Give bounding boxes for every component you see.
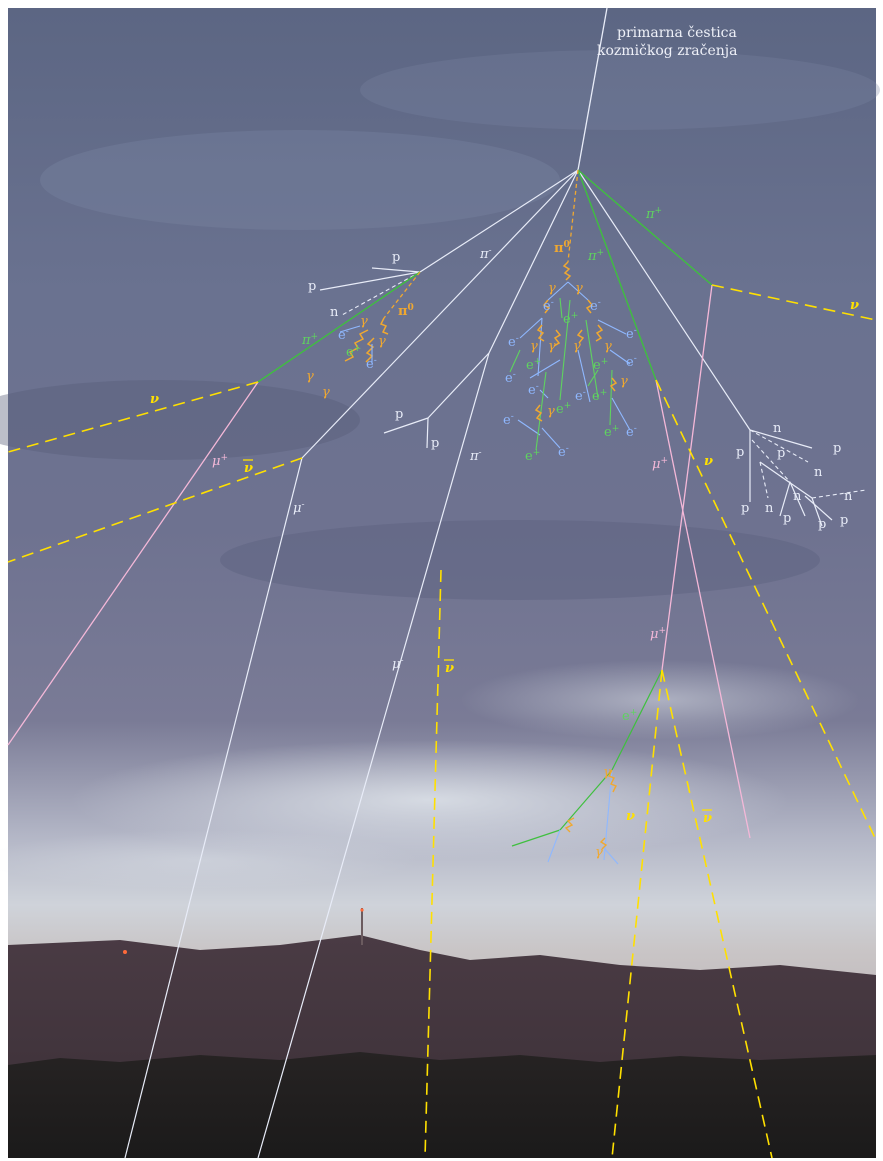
neutron-label: n — [773, 421, 782, 436]
electron-label: e- — [558, 444, 569, 460]
gamma-label: γ — [620, 374, 628, 389]
neutron-label: n — [844, 489, 853, 504]
gamma-label: γ — [548, 281, 556, 296]
positron-label: e+ — [563, 311, 578, 327]
proton-label: p — [840, 513, 848, 528]
pi-minus-label-2: π- — [469, 448, 482, 464]
pi-zero-label-1: π0 — [554, 240, 570, 256]
mu-plus-label-3: μ+ — [650, 626, 666, 642]
gamma-label: γ — [575, 281, 583, 296]
svg-text:ν: ν — [244, 461, 253, 476]
electron-label: e- — [366, 356, 377, 372]
primary-track — [577, 7, 608, 171]
gamma-label: γ — [604, 339, 612, 354]
gamma-label: γ — [548, 339, 556, 354]
positron-label: e+ — [622, 708, 637, 724]
pi-plus-label-1: π+ — [645, 206, 662, 222]
proton-label: p — [833, 441, 841, 456]
positron-label: e+ — [592, 388, 607, 404]
svg-text:ν: ν — [445, 661, 454, 676]
neutron-label: n — [765, 501, 774, 516]
mu-minus-label-2: μ- — [392, 656, 404, 672]
proton-label: p — [736, 445, 744, 460]
title-line-1: primarna čestica — [617, 25, 737, 41]
electron-label: e- — [626, 354, 637, 370]
pi-plus-label-3: π+ — [301, 332, 318, 348]
electron-label: e- — [528, 382, 539, 398]
positron-label: e+ — [593, 357, 608, 373]
gamma-label: γ — [530, 339, 538, 354]
proton-label: p — [395, 407, 403, 422]
electron-label: e- — [505, 370, 516, 386]
electron-label: e- — [590, 298, 601, 314]
mu-plus-label-1: μ+ — [212, 453, 228, 469]
pi-zero-label-2: π0 — [398, 303, 414, 319]
particle-labels: π- π- π+ π+ π+ π0 π0 μ+ μ+ μ+ μ- μ- ν ν … — [150, 206, 859, 860]
gamma-label: γ — [573, 339, 581, 354]
positron-label: e+ — [556, 401, 571, 417]
proton-label: p — [818, 517, 826, 532]
positron-label: e+ — [604, 424, 619, 440]
proton-label: p — [308, 279, 316, 294]
positron-label: e+ — [346, 344, 361, 360]
nu-label-3: ν — [704, 454, 713, 469]
gamma-label: γ — [603, 765, 611, 780]
mu-minus-label-1: μ- — [293, 500, 305, 516]
mu-plus-label-2: μ+ — [652, 456, 668, 472]
proton-label: p — [783, 511, 791, 526]
proton-label: p — [392, 250, 400, 265]
electron-label: e- — [626, 326, 637, 342]
nu-label-1: ν — [150, 392, 159, 407]
pi-plus-label-2: π+ — [587, 248, 604, 264]
gamma-label: γ — [360, 314, 368, 329]
electron-label: e- — [508, 334, 519, 350]
gamma-label: γ — [306, 369, 314, 384]
neutron-label: n — [793, 489, 802, 504]
nu-bar-label-1: ν — [243, 459, 253, 476]
nu-bar-label-3: ν — [702, 809, 712, 826]
nu-label-4: ν — [626, 809, 635, 824]
positron-label: e+ — [525, 448, 540, 464]
gamma-label: γ — [322, 385, 330, 400]
electron-label: e- — [575, 388, 586, 404]
pi-minus-label-1: π- — [479, 246, 492, 262]
title-line-2: kozmičkog zračenja — [597, 43, 737, 59]
svg-text:ν: ν — [703, 811, 712, 826]
title-label: primarna čestica kozmičkog zračenja — [597, 25, 737, 59]
electron-label: e- — [503, 412, 514, 428]
gamma-label: γ — [595, 845, 603, 860]
proton-label: p — [431, 436, 439, 451]
electron-label: e- — [626, 424, 637, 440]
neutron-label: n — [814, 465, 823, 480]
nu-label-2: ν — [850, 298, 859, 313]
proton-label: p — [741, 501, 749, 516]
proton-label: p — [777, 446, 785, 461]
electron-label: e- — [338, 327, 349, 343]
neutron-label: n — [330, 305, 339, 320]
positron-label: e+ — [526, 357, 541, 373]
nu-bar-label-2: ν — [444, 659, 454, 676]
hills-silhouette — [8, 908, 876, 1158]
shower-tracks — [7, 7, 877, 1159]
gamma-label: γ — [378, 334, 386, 349]
gamma-label: γ — [547, 404, 555, 419]
electron-label: e- — [543, 298, 554, 314]
